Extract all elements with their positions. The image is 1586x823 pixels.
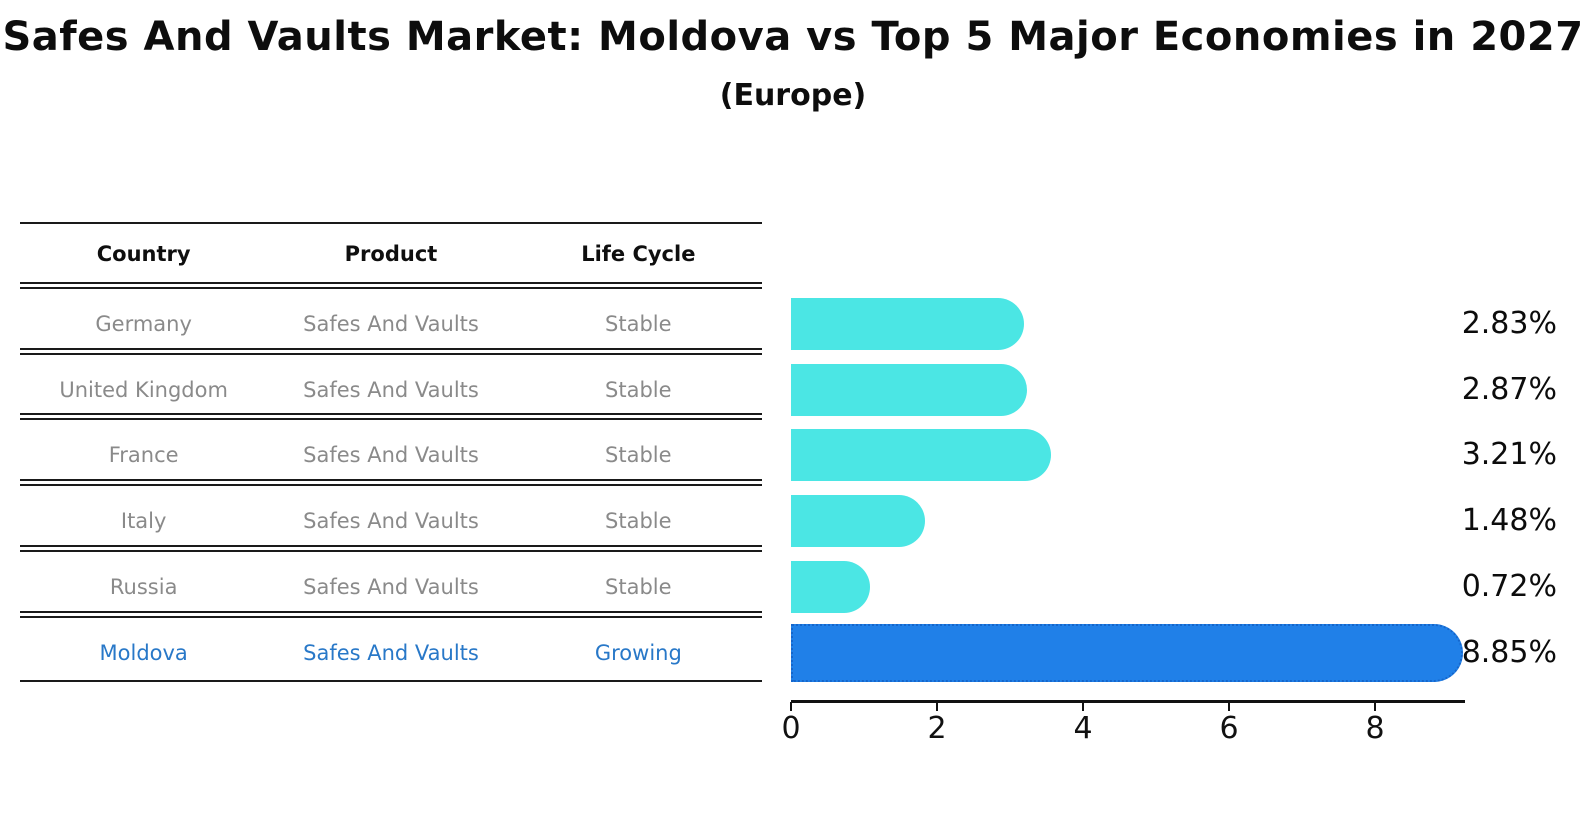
table-bottom-rule	[20, 679, 762, 682]
cell-product: Safes And Vaults	[303, 574, 479, 599]
bar-value-label: 2.83%	[1461, 306, 1557, 341]
country-table: Country Product Life Cycle Germany Safes …	[20, 0, 762, 700]
cell-product: Safes And Vaults	[303, 312, 479, 336]
cell-country: Russia	[109, 574, 178, 599]
column-header-country: Country	[96, 242, 191, 266]
bar-value-label: 8.85%	[1461, 634, 1557, 670]
cell-country: France	[108, 443, 179, 468]
cell-country: Italy	[120, 509, 167, 534]
cell-country: Moldova	[99, 640, 188, 665]
table-row-divider	[20, 479, 762, 487]
table-top-rule	[20, 222, 762, 224]
x-axis-tick-label: 0	[781, 711, 801, 746]
cell-life-cycle: Stable	[605, 509, 672, 534]
cell-life-cycle: Stable	[605, 443, 672, 468]
column-header-product: Product	[344, 242, 438, 266]
table-row-divider	[20, 347, 762, 355]
x-axis-tick-label: 8	[1365, 711, 1385, 746]
table-row: United Kingdom Safes And Vaults Stable	[20, 359, 762, 421]
x-axis-tick	[789, 702, 793, 711]
bar-value-label: 0.72%	[1461, 568, 1557, 604]
x-axis-tick-label: 4	[1073, 711, 1093, 746]
bar-value-label: 1.48%	[1461, 503, 1557, 539]
x-axis-tick	[1227, 702, 1231, 711]
cell-product: Safes And Vaults	[303, 443, 479, 468]
column-header-life-cycle: Life Cycle	[581, 242, 696, 266]
cell-country: Germany	[95, 312, 192, 336]
bar-value-label: 3.21%	[1461, 437, 1557, 473]
table-row-divider	[20, 544, 762, 552]
cell-life-cycle: Growing	[594, 640, 682, 665]
bar	[791, 363, 1027, 416]
table-row: Italy Safes And Vaults Stable	[20, 490, 762, 552]
bar-value-label: 2.87%	[1461, 371, 1557, 407]
cell-life-cycle: Stable	[605, 574, 672, 599]
cell-product: Safes And Vaults	[303, 640, 479, 665]
cell-life-cycle: Stable	[605, 312, 672, 336]
table-row: Germany Safes And Vaults Stable	[20, 293, 762, 355]
bar	[791, 298, 1024, 350]
cell-life-cycle: Stable	[605, 377, 672, 402]
x-axis-tick	[1373, 702, 1377, 711]
x-axis-tick-label: 2	[927, 711, 947, 746]
bar-highlighted	[791, 623, 1464, 682]
table-row-divider	[20, 413, 762, 421]
table-row-divider	[20, 282, 762, 289]
cell-product: Safes And Vaults	[303, 509, 479, 534]
table-row-divider	[20, 610, 762, 618]
table-row: Russia Safes And Vaults Stable	[20, 556, 762, 618]
table-row: France Safes And Vaults Stable	[20, 424, 762, 486]
table-row: Moldova Safes And Vaults Growing	[20, 622, 762, 684]
x-axis-tick-label: 6	[1219, 711, 1239, 746]
table-header-row: Country Product Life Cycle	[20, 224, 762, 284]
x-axis-tick	[935, 702, 939, 711]
bar	[791, 495, 926, 548]
chart-subtitle: (Europe)	[719, 78, 867, 113]
x-axis-tick	[1081, 702, 1085, 711]
cell-product: Safes And Vaults	[303, 377, 479, 402]
cell-country: United Kingdom	[59, 377, 228, 402]
x-axis-line	[791, 700, 1465, 703]
chart-title: Safes And Vaults Market: Moldova vs Top …	[2, 14, 1584, 60]
bar	[791, 560, 870, 613]
bar	[791, 429, 1052, 482]
